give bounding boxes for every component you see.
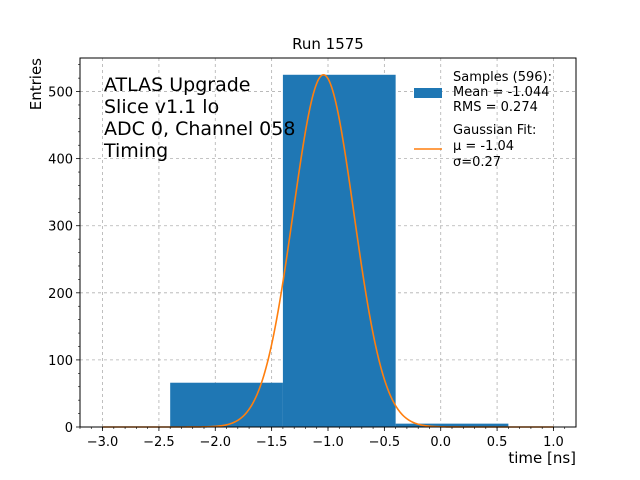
legend-hist-text: Mean = -1.044 [453, 85, 549, 100]
x-tick-label: 0.5 [487, 435, 508, 450]
legend: Samples (596): Mean = -1.044 RMS = 0.274… [414, 70, 552, 170]
annotation-line: ATLAS Upgrade [104, 74, 250, 96]
y-tick-label: 500 [48, 86, 73, 101]
annotation-line: Slice v1.1 lo [104, 96, 219, 118]
y-tick-label: 400 [48, 153, 73, 168]
legend-fit-text: μ = -1.04 [453, 139, 514, 154]
x-tick-label: −2.5 [143, 435, 175, 450]
x-tick-label: −1.0 [312, 435, 344, 450]
y-tick-label: 200 [48, 287, 73, 302]
x-tick-label: −3.0 [87, 435, 119, 450]
legend-fit-text: σ=0.27 [453, 155, 501, 170]
y-tick-label: 300 [48, 220, 73, 235]
histogram-bar [395, 423, 509, 427]
x-tick-label: 0.0 [430, 435, 451, 450]
legend-hist-text: RMS = 0.274 [453, 100, 538, 115]
legend-hist-swatch [414, 88, 442, 98]
legend-fit-text: Gaussian Fit: [453, 123, 536, 138]
x-tick-label: −2.0 [199, 435, 231, 450]
histogram-bar [170, 382, 283, 427]
legend-hist-text: Samples (596): [453, 70, 552, 85]
y-axis-label: Entries [27, 58, 45, 110]
annotation-line: Timing [103, 140, 168, 162]
histogram-bar [282, 74, 396, 427]
chart-title: Run 1575 [292, 35, 364, 53]
annotation-line: ADC 0, Channel 058 [104, 118, 295, 140]
y-tick-label: 100 [48, 354, 73, 369]
x-axis-label: time [ns] [508, 449, 576, 467]
x-tick-label: −1.5 [256, 435, 288, 450]
x-tick-label: 1.0 [543, 435, 564, 450]
y-tick-label: 0 [65, 421, 73, 436]
x-tick-label: −0.5 [369, 435, 401, 450]
